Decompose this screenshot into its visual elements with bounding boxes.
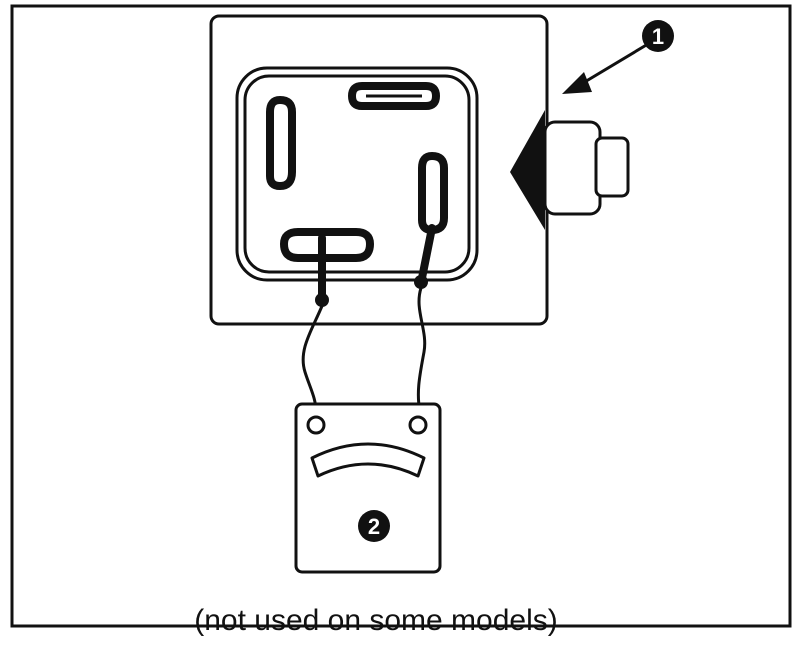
- lead-wire-left: [301, 305, 324, 413]
- connector-housing: [209, 14, 630, 326]
- callout-1: 1: [562, 20, 674, 94]
- callout-2: 2: [358, 510, 390, 542]
- diagram-caption: (not used on some models): [194, 604, 558, 637]
- probe-tip-left: [315, 293, 329, 307]
- arrow-head: [562, 72, 592, 94]
- housing-face-outer: [235, 66, 479, 282]
- terminal-slot-left: [266, 96, 296, 190]
- side-plug-base: [543, 120, 602, 216]
- meter-body: [294, 402, 442, 574]
- outer-border: [10, 4, 792, 628]
- meter-terminal-left: [306, 415, 326, 435]
- housing-face-inner: [243, 74, 471, 274]
- callout-2-badge: [358, 510, 390, 542]
- callout-1-badge: [642, 20, 674, 52]
- housing-wedge: [510, 110, 545, 230]
- meter-dial-icon: [310, 442, 426, 478]
- terminal-slot-icon: [280, 228, 374, 262]
- terminal-slot-icon: [348, 82, 440, 110]
- lead-wire-right: [416, 287, 427, 413]
- terminal-slot-bottom: [280, 228, 374, 262]
- arrow-icon: [577, 42, 649, 88]
- ohmmeter: [294, 402, 442, 574]
- probe-tip-right: [414, 275, 428, 289]
- terminal-slot-top: [348, 82, 440, 110]
- terminal-slot-icon: [266, 96, 296, 190]
- callout-1-number: 1: [652, 24, 664, 49]
- side-plug-tip: [594, 136, 630, 198]
- test-leads: [301, 224, 436, 413]
- wire-lead-icon: [418, 224, 436, 282]
- meter-terminal-right: [408, 415, 428, 435]
- callout-2-number: 2: [368, 514, 380, 539]
